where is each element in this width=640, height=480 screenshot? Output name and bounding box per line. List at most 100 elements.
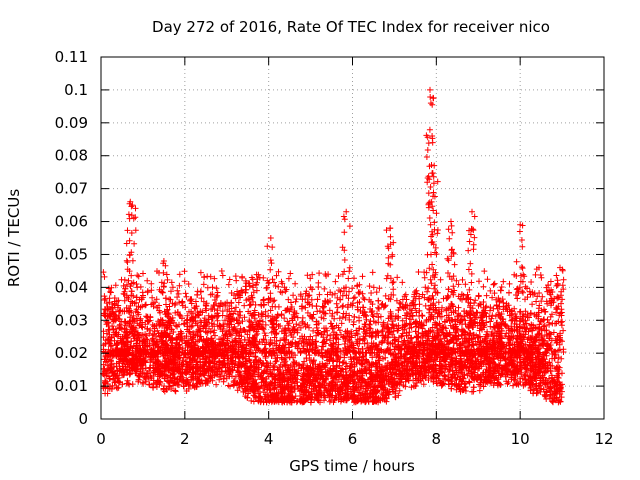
data-point xyxy=(224,299,231,306)
data-point xyxy=(214,317,221,324)
data-point xyxy=(142,321,149,328)
data-point xyxy=(336,315,343,322)
data-point xyxy=(264,277,271,284)
data-point xyxy=(212,332,218,339)
data-point xyxy=(197,358,204,365)
data-point xyxy=(553,309,559,316)
data-point xyxy=(304,362,311,369)
data-point xyxy=(148,301,155,308)
data-point xyxy=(152,299,158,306)
data-point xyxy=(307,333,314,340)
data-point xyxy=(232,295,239,302)
data-point xyxy=(403,315,410,322)
data-point xyxy=(139,379,146,386)
data-point xyxy=(344,363,350,370)
data-point xyxy=(398,333,405,340)
data-point xyxy=(383,395,390,402)
data-point xyxy=(547,278,554,285)
data-point xyxy=(483,313,490,320)
data-point xyxy=(227,311,234,318)
data-point xyxy=(381,375,387,382)
data-point xyxy=(183,388,190,394)
data-point xyxy=(176,282,183,289)
data-point xyxy=(516,375,523,382)
data-point xyxy=(248,397,255,404)
data-point xyxy=(437,336,444,343)
data-point xyxy=(418,323,425,329)
data-point xyxy=(466,286,473,293)
data-point xyxy=(208,320,215,327)
data-point xyxy=(272,283,279,289)
data-point xyxy=(112,282,119,289)
data-point xyxy=(234,369,241,375)
data-point xyxy=(180,320,187,327)
data-point xyxy=(321,397,327,404)
data-point xyxy=(213,294,220,300)
data-point xyxy=(228,300,235,307)
data-point xyxy=(378,390,385,397)
data-point xyxy=(556,346,563,353)
data-point xyxy=(347,339,354,346)
data-point xyxy=(244,394,251,401)
data-point xyxy=(146,340,153,347)
data-point xyxy=(276,364,283,371)
data-point xyxy=(112,371,119,377)
data-point xyxy=(250,392,257,399)
data-point xyxy=(275,283,282,290)
data-point xyxy=(549,320,556,327)
data-point xyxy=(539,379,546,386)
data-point xyxy=(225,321,232,328)
data-point xyxy=(149,294,156,301)
data-point xyxy=(462,281,469,288)
data-point xyxy=(497,381,504,388)
data-point xyxy=(284,318,291,325)
data-point xyxy=(357,308,364,314)
data-point xyxy=(335,324,342,331)
data-point xyxy=(480,360,487,367)
data-point xyxy=(292,280,299,287)
data-point xyxy=(333,300,340,307)
data-point xyxy=(366,283,373,290)
data-point xyxy=(176,299,183,306)
data-point xyxy=(390,286,397,293)
data-point xyxy=(292,386,298,393)
data-points xyxy=(100,86,567,406)
data-point xyxy=(335,376,342,383)
data-point xyxy=(157,378,164,385)
data-point xyxy=(339,303,346,310)
data-point xyxy=(384,339,391,346)
data-point xyxy=(166,303,173,310)
data-point xyxy=(363,370,370,377)
data-point xyxy=(233,304,239,311)
data-point xyxy=(172,309,179,316)
data-point xyxy=(301,358,308,365)
data-point xyxy=(555,397,562,404)
data-point xyxy=(175,359,181,365)
data-point xyxy=(107,288,114,295)
data-point xyxy=(470,388,477,395)
data-point xyxy=(255,397,261,404)
data-point xyxy=(201,315,208,322)
data-point xyxy=(350,295,357,302)
data-point xyxy=(455,304,462,311)
data-point xyxy=(379,327,386,334)
data-point xyxy=(512,377,519,384)
data-point xyxy=(360,295,367,301)
data-point xyxy=(419,291,426,298)
data-point xyxy=(356,281,363,288)
data-point xyxy=(219,328,226,335)
data-point xyxy=(508,323,515,330)
data-point xyxy=(256,357,263,364)
data-point xyxy=(209,367,216,374)
data-point xyxy=(204,319,211,326)
data-point xyxy=(192,298,199,305)
data-point xyxy=(209,291,216,298)
data-point xyxy=(262,391,269,398)
data-point xyxy=(435,299,442,306)
data-point xyxy=(326,307,333,314)
data-point xyxy=(201,372,208,379)
data-point xyxy=(351,355,358,362)
data-point xyxy=(554,333,561,340)
data-point xyxy=(396,387,403,394)
